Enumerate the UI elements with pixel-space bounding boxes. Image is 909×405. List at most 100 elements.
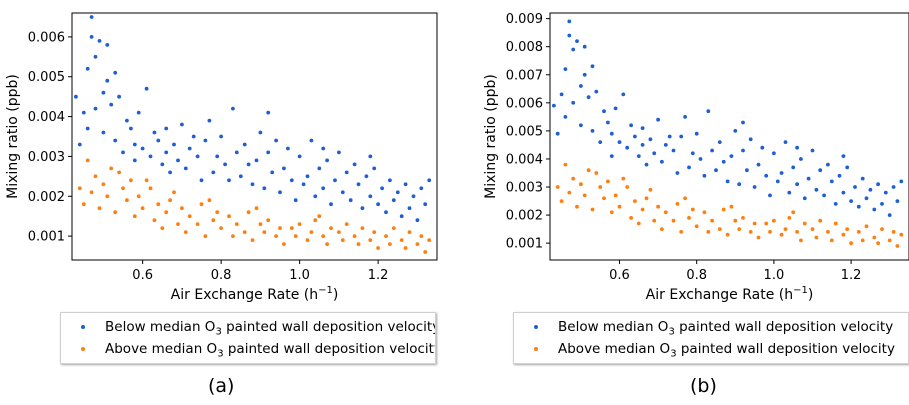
data-point-below-median	[714, 168, 718, 173]
data-point-above-median	[203, 234, 208, 239]
data-point-below-median	[238, 174, 243, 179]
data-point-above-median	[278, 226, 282, 231]
data-point-below-median	[671, 148, 676, 153]
data-point-below-median	[242, 142, 247, 147]
data-point-above-median	[660, 227, 664, 232]
data-point-below-median	[829, 179, 834, 184]
data-point-above-median	[625, 185, 630, 189]
data-point-above-median	[403, 246, 408, 250]
data-point-above-median	[297, 222, 302, 227]
data-point-above-median	[152, 218, 157, 223]
data-point-below-median	[706, 109, 711, 114]
x-axis-label: Air Exchange Rate (h−1)	[646, 285, 814, 303]
data-point-below-median	[113, 138, 118, 143]
data-point-below-median	[223, 162, 228, 167]
y-tick-label: 0.002	[28, 190, 65, 205]
data-point-below-median	[729, 154, 734, 159]
data-point-above-median	[293, 234, 298, 239]
data-point-below-median	[745, 168, 749, 173]
legend-label-sub: 3	[217, 348, 224, 360]
data-point-below-median	[391, 198, 396, 203]
data-point-below-median	[356, 182, 361, 187]
data-point-above-median	[818, 218, 823, 223]
data-point-below-median	[333, 178, 337, 183]
data-point-below-median	[293, 198, 298, 203]
data-point-below-median	[663, 143, 668, 147]
data-point-above-median	[725, 232, 730, 237]
data-point-above-median	[231, 234, 235, 239]
data-point-below-median	[183, 166, 188, 171]
x-tick-label: 1.0	[289, 268, 310, 283]
data-point-below-median	[683, 115, 687, 119]
data-point-above-median	[195, 222, 200, 227]
data-point-above-median	[109, 166, 114, 171]
data-point-below-median	[717, 140, 722, 145]
data-point-below-median	[77, 142, 82, 147]
y-tick-label: 0.008	[506, 40, 543, 55]
data-point-below-median	[764, 173, 769, 178]
data-point-below-median	[694, 131, 699, 136]
data-point-above-median	[77, 186, 82, 191]
y-tick-label: 0.001	[28, 230, 65, 245]
data-point-above-median	[168, 198, 173, 203]
data-point-below-median	[887, 213, 892, 218]
data-point-above-median	[891, 230, 896, 234]
data-point-above-median	[633, 199, 637, 204]
data-point-above-median	[594, 171, 599, 175]
data-point-above-median	[737, 227, 742, 232]
data-point-above-median	[752, 221, 757, 226]
data-point-below-median	[172, 142, 176, 147]
legend-label-post: painted wall deposition velocity	[223, 341, 436, 357]
data-point-above-median	[132, 214, 137, 219]
data-point-above-median	[144, 178, 149, 183]
data-point-below-median	[899, 179, 904, 184]
data-point-below-median	[415, 218, 420, 223]
data-point-above-median	[590, 207, 595, 212]
data-point-above-median	[748, 230, 753, 234]
data-point-above-median	[219, 226, 224, 231]
data-point-above-median	[187, 214, 192, 219]
y-tick-label: 0.005	[506, 124, 543, 139]
data-point-above-median	[289, 226, 294, 231]
data-point-above-median	[872, 235, 877, 240]
data-point-below-median	[791, 165, 796, 170]
data-point-below-median	[136, 110, 141, 115]
data-point-above-median	[690, 207, 695, 212]
data-point-above-median	[582, 193, 587, 198]
y-tick-label: 0.003	[506, 181, 543, 196]
data-point-below-median	[629, 123, 633, 128]
data-point-below-median	[109, 102, 114, 107]
legend-label-pre: Below median O	[105, 319, 216, 335]
data-point-above-median	[391, 226, 396, 231]
data-point-above-median	[656, 204, 660, 209]
data-point-above-median	[779, 232, 784, 237]
legend-marker-orange	[81, 347, 85, 351]
data-point-below-median	[841, 154, 846, 159]
data-point-below-median	[411, 194, 416, 199]
data-point-below-median	[725, 179, 730, 184]
data-point-above-median	[399, 238, 404, 243]
data-point-above-median	[388, 242, 392, 247]
data-point-above-median	[586, 168, 591, 173]
data-point-above-median	[313, 218, 318, 223]
data-point-below-median	[748, 137, 753, 142]
data-point-below-median	[140, 146, 145, 151]
data-point-below-median	[419, 186, 424, 191]
data-point-below-median	[329, 202, 333, 207]
x-tick-label: 0.8	[211, 268, 232, 283]
data-point-below-median	[710, 148, 714, 153]
data-point-above-median	[671, 218, 676, 223]
data-point-above-median	[337, 230, 341, 235]
data-point-below-median	[575, 39, 579, 43]
data-point-above-median	[629, 216, 633, 220]
data-point-above-median	[211, 218, 216, 223]
data-point-below-median	[74, 94, 78, 99]
data-point-below-median	[129, 126, 133, 131]
data-point-below-median	[833, 202, 838, 206]
data-point-above-median	[321, 234, 326, 239]
data-point-below-median	[690, 151, 695, 156]
legend-label-post: painted wall deposition velocity	[674, 319, 894, 335]
data-point-above-median	[199, 202, 204, 207]
data-point-above-median	[344, 222, 349, 227]
legend-entry-below-median: Below median O3 painted wall deposition …	[61, 316, 435, 338]
